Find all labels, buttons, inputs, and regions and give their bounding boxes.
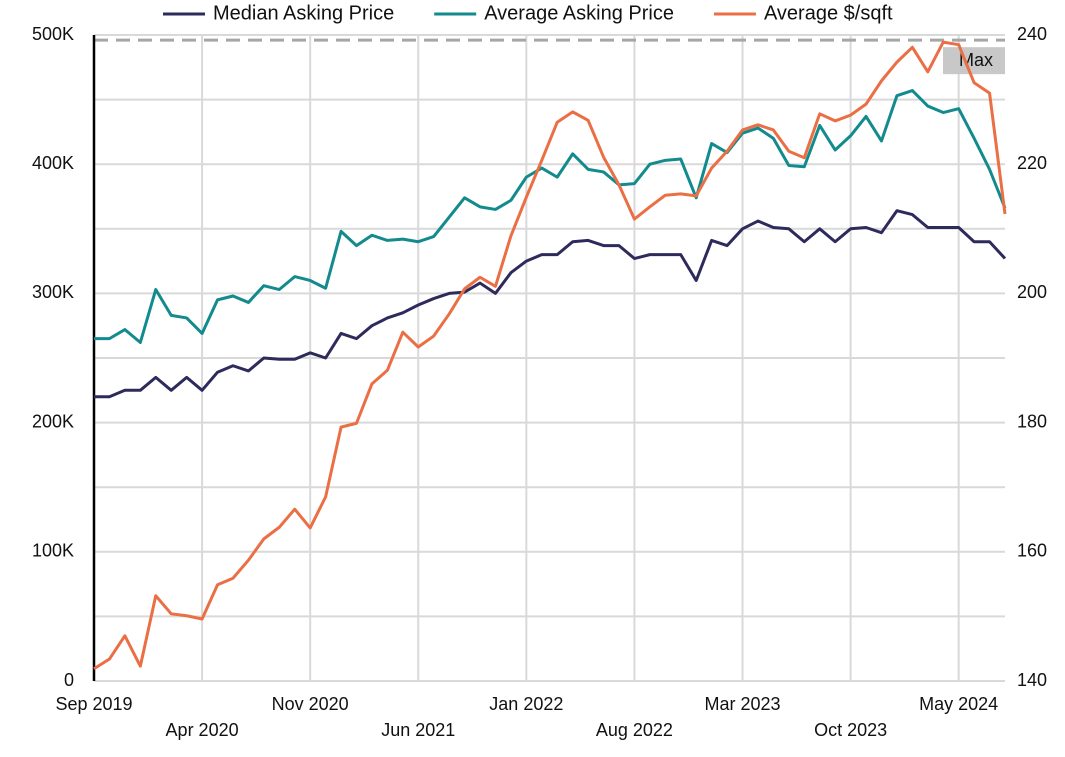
series-line xyxy=(93,40,1007,670)
x-tick-label: Nov 2020 xyxy=(272,694,349,714)
y-tick-label: 500K xyxy=(32,24,74,44)
x-tick-label: Oct 2023 xyxy=(814,720,887,740)
legend-label: Average Asking Price xyxy=(484,2,674,24)
x-tick-label: May 2024 xyxy=(919,694,998,714)
y2-tick-label: 220 xyxy=(1017,153,1047,173)
y-tick-label: 200K xyxy=(32,411,74,431)
y2-tick-label: 240 xyxy=(1017,24,1047,44)
x-tick-label: Sep 2019 xyxy=(55,694,132,714)
x-tick-label: Apr 2020 xyxy=(166,720,239,740)
y-tick-label: 100K xyxy=(32,541,74,561)
y2-tick-label: 180 xyxy=(1017,411,1047,431)
x-tick-label: Jan 2022 xyxy=(489,694,563,714)
x-tick-label: Jun 2021 xyxy=(381,720,455,740)
series-line xyxy=(94,89,1007,344)
series-line xyxy=(94,209,1007,399)
legend: Median Asking Price Average Asking Price A… xyxy=(163,2,893,24)
legend-label: Average $/sqft xyxy=(764,2,893,24)
x-tick-label: Mar 2023 xyxy=(704,694,780,714)
y2-tick-label: 200 xyxy=(1017,282,1047,302)
y-tick-label: 300K xyxy=(32,282,74,302)
y2-tick-label: 160 xyxy=(1017,541,1047,561)
legend-label: Median Asking Price xyxy=(213,2,394,24)
y-tick-label: 400K xyxy=(32,153,74,173)
x-tick-label: Aug 2022 xyxy=(596,720,673,740)
max-label-box xyxy=(943,47,1005,75)
y-tick-label: 0 xyxy=(64,670,74,690)
y2-tick-label: 140 xyxy=(1017,670,1047,690)
